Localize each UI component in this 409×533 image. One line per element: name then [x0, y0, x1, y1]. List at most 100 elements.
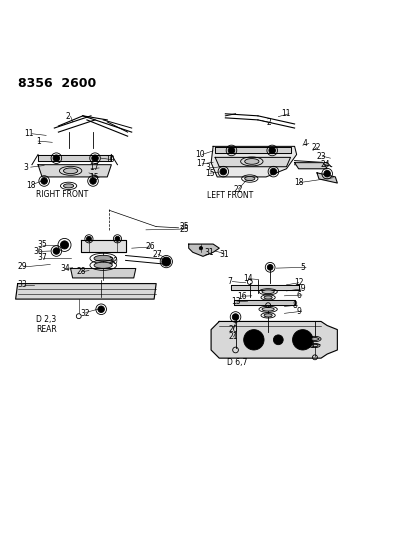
Text: 17: 17 — [89, 164, 98, 173]
Ellipse shape — [63, 184, 74, 188]
Circle shape — [90, 177, 96, 184]
Circle shape — [220, 168, 226, 175]
Text: 20: 20 — [228, 325, 238, 334]
Text: RIGHT FRONT: RIGHT FRONT — [36, 190, 88, 199]
Text: 16: 16 — [236, 292, 246, 301]
Text: 24: 24 — [319, 160, 329, 169]
Text: 37: 37 — [37, 254, 47, 262]
Ellipse shape — [261, 308, 274, 311]
Text: 36: 36 — [33, 247, 43, 256]
Text: 33: 33 — [18, 280, 27, 289]
Text: 21: 21 — [228, 333, 238, 342]
Text: 18: 18 — [26, 181, 35, 190]
Text: 1: 1 — [36, 136, 40, 146]
Ellipse shape — [261, 290, 274, 294]
Text: 30: 30 — [108, 257, 117, 266]
Circle shape — [323, 171, 330, 177]
Text: 22: 22 — [311, 143, 320, 152]
Ellipse shape — [244, 176, 254, 181]
Text: 8356  2600: 8356 2600 — [18, 77, 96, 90]
Polygon shape — [211, 321, 337, 358]
Text: 31: 31 — [219, 250, 228, 259]
Text: D 2,3: D 2,3 — [36, 315, 56, 324]
Text: 29: 29 — [18, 262, 27, 271]
Text: 31: 31 — [204, 248, 213, 257]
Text: 14: 14 — [243, 274, 253, 283]
Text: 35: 35 — [37, 240, 47, 249]
Circle shape — [53, 155, 59, 161]
Text: 4: 4 — [302, 139, 307, 148]
Circle shape — [199, 247, 202, 250]
Ellipse shape — [244, 159, 258, 164]
Text: 3: 3 — [204, 164, 209, 173]
Text: 13: 13 — [231, 297, 240, 306]
Text: 2: 2 — [265, 118, 270, 127]
Polygon shape — [81, 240, 125, 252]
Text: 12: 12 — [293, 278, 303, 287]
Polygon shape — [38, 155, 111, 160]
Circle shape — [60, 241, 68, 249]
Polygon shape — [294, 163, 326, 169]
Circle shape — [232, 314, 238, 320]
Ellipse shape — [63, 168, 78, 174]
Text: 15: 15 — [89, 173, 98, 182]
Circle shape — [292, 329, 312, 350]
Circle shape — [162, 257, 171, 266]
Ellipse shape — [311, 344, 317, 347]
Text: 27: 27 — [153, 250, 162, 259]
Polygon shape — [215, 147, 290, 154]
Circle shape — [98, 306, 104, 312]
Text: 11: 11 — [281, 109, 290, 118]
Text: 6: 6 — [296, 290, 301, 300]
Text: 32: 32 — [81, 309, 90, 318]
Polygon shape — [188, 244, 219, 256]
Text: 19: 19 — [296, 285, 306, 293]
Polygon shape — [16, 284, 156, 299]
Text: 18: 18 — [293, 178, 303, 187]
Polygon shape — [70, 269, 135, 278]
Text: 22: 22 — [233, 184, 243, 193]
Circle shape — [228, 147, 234, 154]
Circle shape — [115, 236, 119, 241]
Text: 3: 3 — [24, 163, 29, 172]
Text: 12: 12 — [302, 334, 312, 343]
Circle shape — [273, 335, 283, 345]
Circle shape — [53, 248, 59, 254]
Circle shape — [270, 168, 276, 175]
Ellipse shape — [94, 255, 112, 261]
Text: 8: 8 — [292, 301, 297, 310]
Text: 17: 17 — [196, 159, 205, 168]
Circle shape — [243, 329, 263, 350]
Polygon shape — [233, 300, 294, 305]
Text: 25: 25 — [179, 224, 189, 233]
Text: 10: 10 — [194, 150, 204, 159]
Ellipse shape — [263, 296, 272, 299]
Polygon shape — [215, 157, 290, 167]
Circle shape — [41, 177, 47, 184]
Text: 10: 10 — [105, 155, 115, 164]
Polygon shape — [211, 147, 296, 177]
Circle shape — [86, 236, 91, 241]
Circle shape — [92, 155, 98, 161]
Text: 13: 13 — [305, 341, 315, 350]
Circle shape — [267, 264, 272, 270]
Text: 23: 23 — [316, 152, 326, 160]
Polygon shape — [231, 285, 298, 290]
Polygon shape — [316, 173, 337, 183]
Text: 25: 25 — [179, 222, 189, 231]
Text: 15: 15 — [204, 169, 214, 177]
Text: REAR: REAR — [36, 325, 56, 334]
Ellipse shape — [310, 337, 318, 341]
Text: 26: 26 — [146, 243, 155, 252]
Text: 2: 2 — [65, 112, 70, 121]
Text: 7: 7 — [227, 277, 232, 286]
Polygon shape — [38, 165, 111, 177]
Ellipse shape — [94, 262, 112, 268]
Text: 11: 11 — [24, 129, 33, 138]
Text: 34: 34 — [60, 264, 70, 273]
Ellipse shape — [263, 314, 272, 317]
Text: 28: 28 — [76, 267, 86, 276]
Text: LEFT FRONT: LEFT FRONT — [207, 191, 253, 200]
Text: 5: 5 — [300, 263, 305, 272]
Text: 9: 9 — [296, 307, 301, 316]
